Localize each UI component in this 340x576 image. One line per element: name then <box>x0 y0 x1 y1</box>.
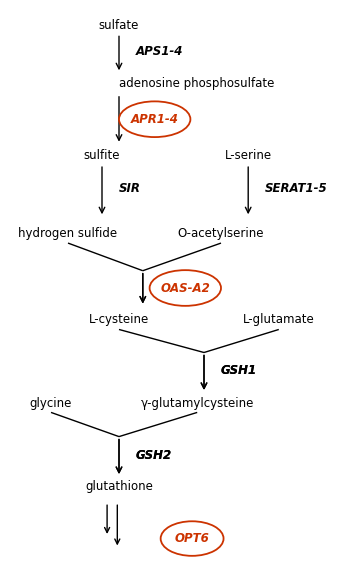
Text: APS1-4: APS1-4 <box>136 46 183 58</box>
Text: adenosine phosphosulfate: adenosine phosphosulfate <box>119 77 274 90</box>
Text: SERAT1-5: SERAT1-5 <box>265 183 328 195</box>
Text: L-serine: L-serine <box>225 149 272 162</box>
Text: APR1-4: APR1-4 <box>131 113 178 126</box>
Ellipse shape <box>161 521 224 556</box>
Text: GSH1: GSH1 <box>221 365 257 377</box>
Text: glutathione: glutathione <box>85 480 153 493</box>
Ellipse shape <box>150 270 221 306</box>
Text: O-acetylserine: O-acetylserine <box>178 227 264 240</box>
Text: hydrogen sulfide: hydrogen sulfide <box>18 227 118 240</box>
Text: GSH2: GSH2 <box>136 449 172 461</box>
Text: L-glutamate: L-glutamate <box>243 313 315 326</box>
Text: glycine: glycine <box>30 397 72 410</box>
Text: OPT6: OPT6 <box>175 532 209 545</box>
Text: SIR: SIR <box>119 183 141 195</box>
Text: GSH1: GSH1 <box>221 365 257 377</box>
Ellipse shape <box>119 101 190 137</box>
Text: OAS-A2: OAS-A2 <box>160 282 210 294</box>
Text: GSH2: GSH2 <box>136 449 172 461</box>
Text: L-cysteine: L-cysteine <box>89 313 149 326</box>
Text: γ-glutamylcysteine: γ-glutamylcysteine <box>140 397 254 410</box>
Text: sulfate: sulfate <box>99 20 139 32</box>
Text: sulfite: sulfite <box>84 149 120 162</box>
